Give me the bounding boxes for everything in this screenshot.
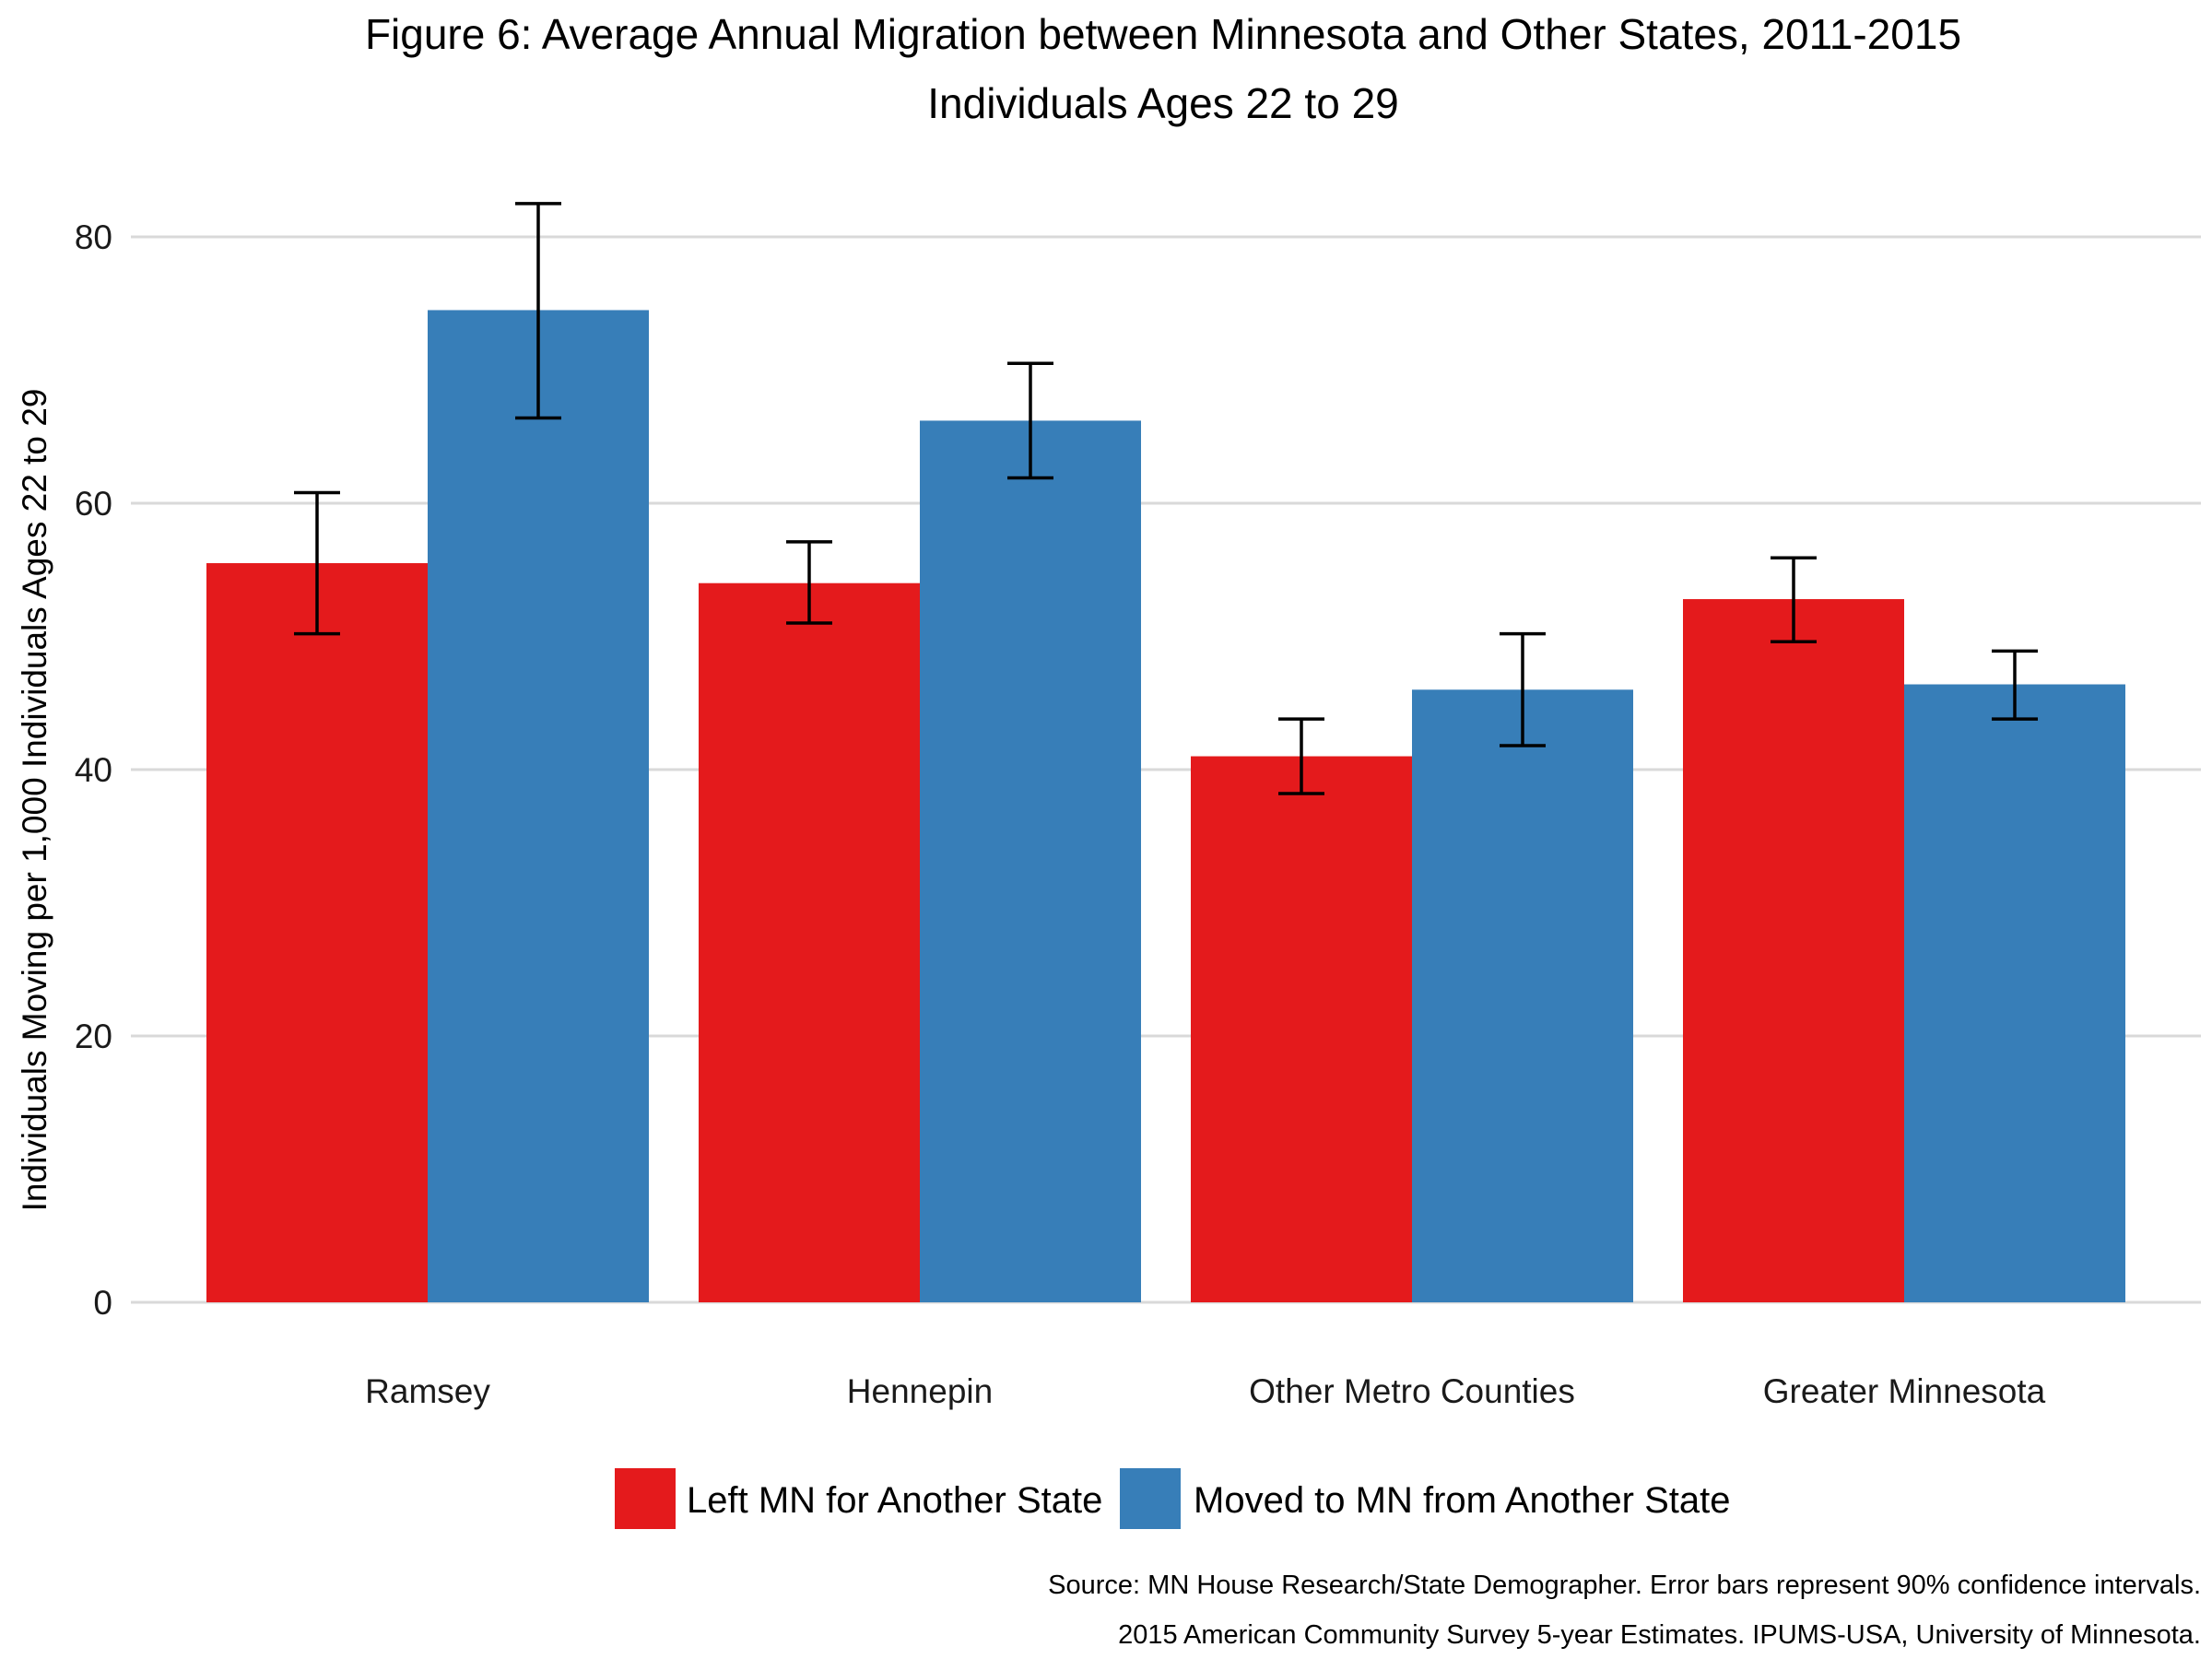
bar-moved-to-mn-1 bbox=[920, 420, 1141, 1302]
x-tick-label: Hennepin bbox=[847, 1372, 993, 1410]
y-tick-label: 20 bbox=[75, 1018, 112, 1055]
y-axis-title: Individuals Moving per 1,000 Individuals… bbox=[16, 389, 53, 1212]
legend-label: Moved to MN from Another State bbox=[1194, 1480, 1730, 1521]
x-tick-label: Greater Minnesota bbox=[1763, 1372, 2046, 1410]
y-tick-labels: 0 20 40 60 80 bbox=[75, 218, 112, 1322]
caption-survey: 2015 American Community Survey 5-year Es… bbox=[1118, 1620, 2201, 1650]
bar-moved-to-mn-2 bbox=[1412, 689, 1633, 1302]
legend-swatch bbox=[615, 1468, 676, 1529]
error-bar-moved-to-mn-0 bbox=[515, 202, 561, 420]
error-bar-moved-to-mn-2 bbox=[1500, 631, 1546, 747]
error-bar-moved-to-mn-3 bbox=[1992, 649, 2038, 721]
y-tick-label: 80 bbox=[75, 218, 112, 256]
errbars-layer bbox=[294, 202, 2038, 795]
y-tick-label: 60 bbox=[75, 485, 112, 523]
error-bar-left-mn-1 bbox=[786, 540, 832, 625]
bars-layer bbox=[206, 310, 2125, 1303]
bar-left-mn-0 bbox=[206, 563, 428, 1302]
legend-label: Left MN for Another State bbox=[687, 1480, 1102, 1521]
bar-left-mn-3 bbox=[1683, 599, 1904, 1302]
legend-swatch bbox=[1120, 1468, 1181, 1529]
error-bar-left-mn-3 bbox=[1771, 556, 1817, 644]
caption-source: Source: MN House Research/State Demograp… bbox=[1048, 1571, 2201, 1600]
x-tick-label: Ramsey bbox=[365, 1372, 490, 1410]
x-tick-labels: Ramsey Hennepin Other Metro Counties Greate… bbox=[365, 1372, 2045, 1410]
chart-title: Figure 6: Average Annual Migration betwe… bbox=[365, 10, 1961, 58]
bar-left-mn-1 bbox=[699, 582, 920, 1302]
legend-item-left-mn: Left MN for Another State bbox=[615, 1468, 1102, 1529]
bar-moved-to-mn-3 bbox=[1904, 684, 2125, 1302]
y-tick-label: 0 bbox=[93, 1284, 112, 1322]
bar-moved-to-mn-0 bbox=[428, 310, 649, 1303]
legend: Left MN for Another State Moved to MN fro… bbox=[615, 1468, 1730, 1529]
y-tick-label: 40 bbox=[75, 751, 112, 789]
x-tick-label: Other Metro Counties bbox=[1249, 1372, 1575, 1410]
legend-item-moved-to-mn: Moved to MN from Another State bbox=[1120, 1468, 1730, 1529]
bar-left-mn-2 bbox=[1191, 756, 1412, 1302]
error-bar-moved-to-mn-1 bbox=[1007, 361, 1053, 480]
error-bar-left-mn-2 bbox=[1278, 717, 1324, 795]
error-bar-left-mn-0 bbox=[294, 490, 340, 636]
chart-subtitle: Individuals Ages 22 to 29 bbox=[927, 79, 1398, 127]
